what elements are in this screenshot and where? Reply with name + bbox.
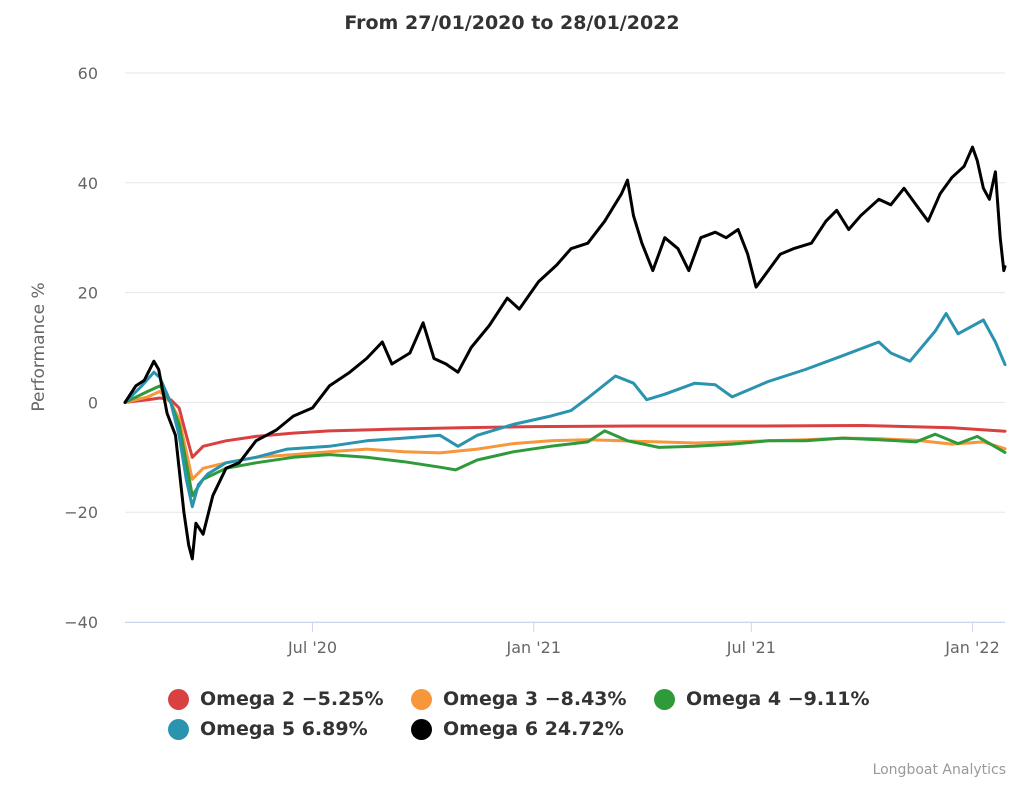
series-layer: [123, 145, 1007, 561]
series-line-omega-2[interactable]: [123, 396, 1007, 459]
x-tick-label: Jan '21: [505, 638, 561, 657]
y-tick-label: −40: [64, 613, 98, 632]
credits-text[interactable]: Longboat Analytics: [872, 762, 1006, 778]
legend-label: Omega 6 24.72%: [443, 718, 624, 740]
y-axis-title: Performance %: [29, 282, 49, 411]
series-line-omega-6[interactable]: [123, 145, 1007, 561]
legend-marker: [168, 688, 189, 710]
legend-item-omega-4[interactable]: Omega 4 −9.11%: [654, 688, 870, 710]
series-line-omega-5[interactable]: [123, 312, 1007, 509]
legend-item-omega-6[interactable]: Omega 6 24.72%: [411, 718, 624, 740]
series-line-omega-4[interactable]: [123, 384, 1007, 498]
legend-label: Omega 2 −5.25%: [200, 688, 384, 710]
y-tick-label: 0: [88, 393, 98, 412]
legend-item-omega-2[interactable]: Omega 2 −5.25%: [168, 688, 384, 710]
legend-label: Omega 5 6.89%: [200, 718, 368, 740]
x-tick-label: Jan '22: [944, 638, 1000, 657]
y-tick-label: 60: [78, 64, 98, 83]
y-tick-label: 20: [78, 284, 98, 303]
legend-marker: [654, 688, 675, 710]
x-tick-label: Jul '20: [287, 638, 337, 657]
x-tick-label: Jul '21: [726, 638, 776, 657]
y-axis: −40 −20 0 20 40 60: [64, 64, 98, 632]
legend-label: Omega 4 −9.11%: [686, 688, 870, 710]
y-tick-label: −20: [64, 503, 98, 522]
grid-lines: [125, 72, 1005, 623]
legend-item-omega-5[interactable]: Omega 5 6.89%: [168, 718, 368, 740]
chart-title: From 27/01/2020 to 28/01/2022: [344, 12, 680, 34]
legend-item-omega-3[interactable]: Omega 3 −8.43%: [411, 688, 627, 710]
line-chart: Jul '20 Jan '21 Jul '21 Jan '22 −40 −20 0 20 40…: [29, 64, 1007, 657]
legend-marker: [411, 718, 432, 740]
legend-marker: [411, 688, 432, 710]
legend-marker: [168, 718, 189, 740]
x-axis: Jul '20 Jan '21 Jul '21 Jan '22: [125, 622, 1005, 657]
legend-label: Omega 3 −8.43%: [443, 688, 627, 710]
y-tick-label: 40: [78, 174, 98, 193]
